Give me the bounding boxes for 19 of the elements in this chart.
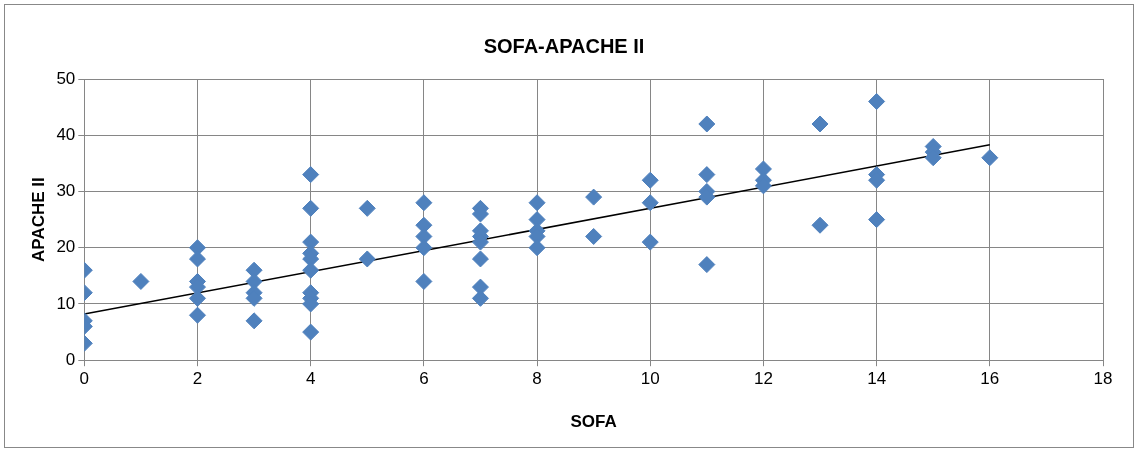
x-tick-label: 6 — [419, 369, 429, 389]
y-tick-label: 20 — [56, 237, 76, 257]
y-axis-title: APACHE II — [28, 177, 48, 262]
x-tick-label: 10 — [640, 369, 660, 389]
y-tick-label: 10 — [56, 293, 76, 313]
x-tick-label: 18 — [1093, 369, 1113, 389]
x-axis-title: SOFA — [570, 412, 617, 432]
x-tick-label: 16 — [980, 369, 1000, 389]
x-tick-label: 12 — [753, 369, 773, 389]
y-tick-label: 40 — [56, 124, 76, 144]
y-tick-label: 30 — [56, 181, 76, 201]
x-tick-label: 2 — [192, 369, 203, 389]
x-tick-label: 14 — [867, 369, 887, 389]
x-tick-label: 8 — [532, 369, 542, 389]
y-tick-label: 0 — [65, 349, 76, 369]
chart-title: SOFA-APACHE II — [483, 34, 645, 57]
y-tick-label: 50 — [56, 68, 76, 88]
x-tick-label: 4 — [305, 369, 316, 389]
x-tick-label: 0 — [79, 369, 90, 389]
